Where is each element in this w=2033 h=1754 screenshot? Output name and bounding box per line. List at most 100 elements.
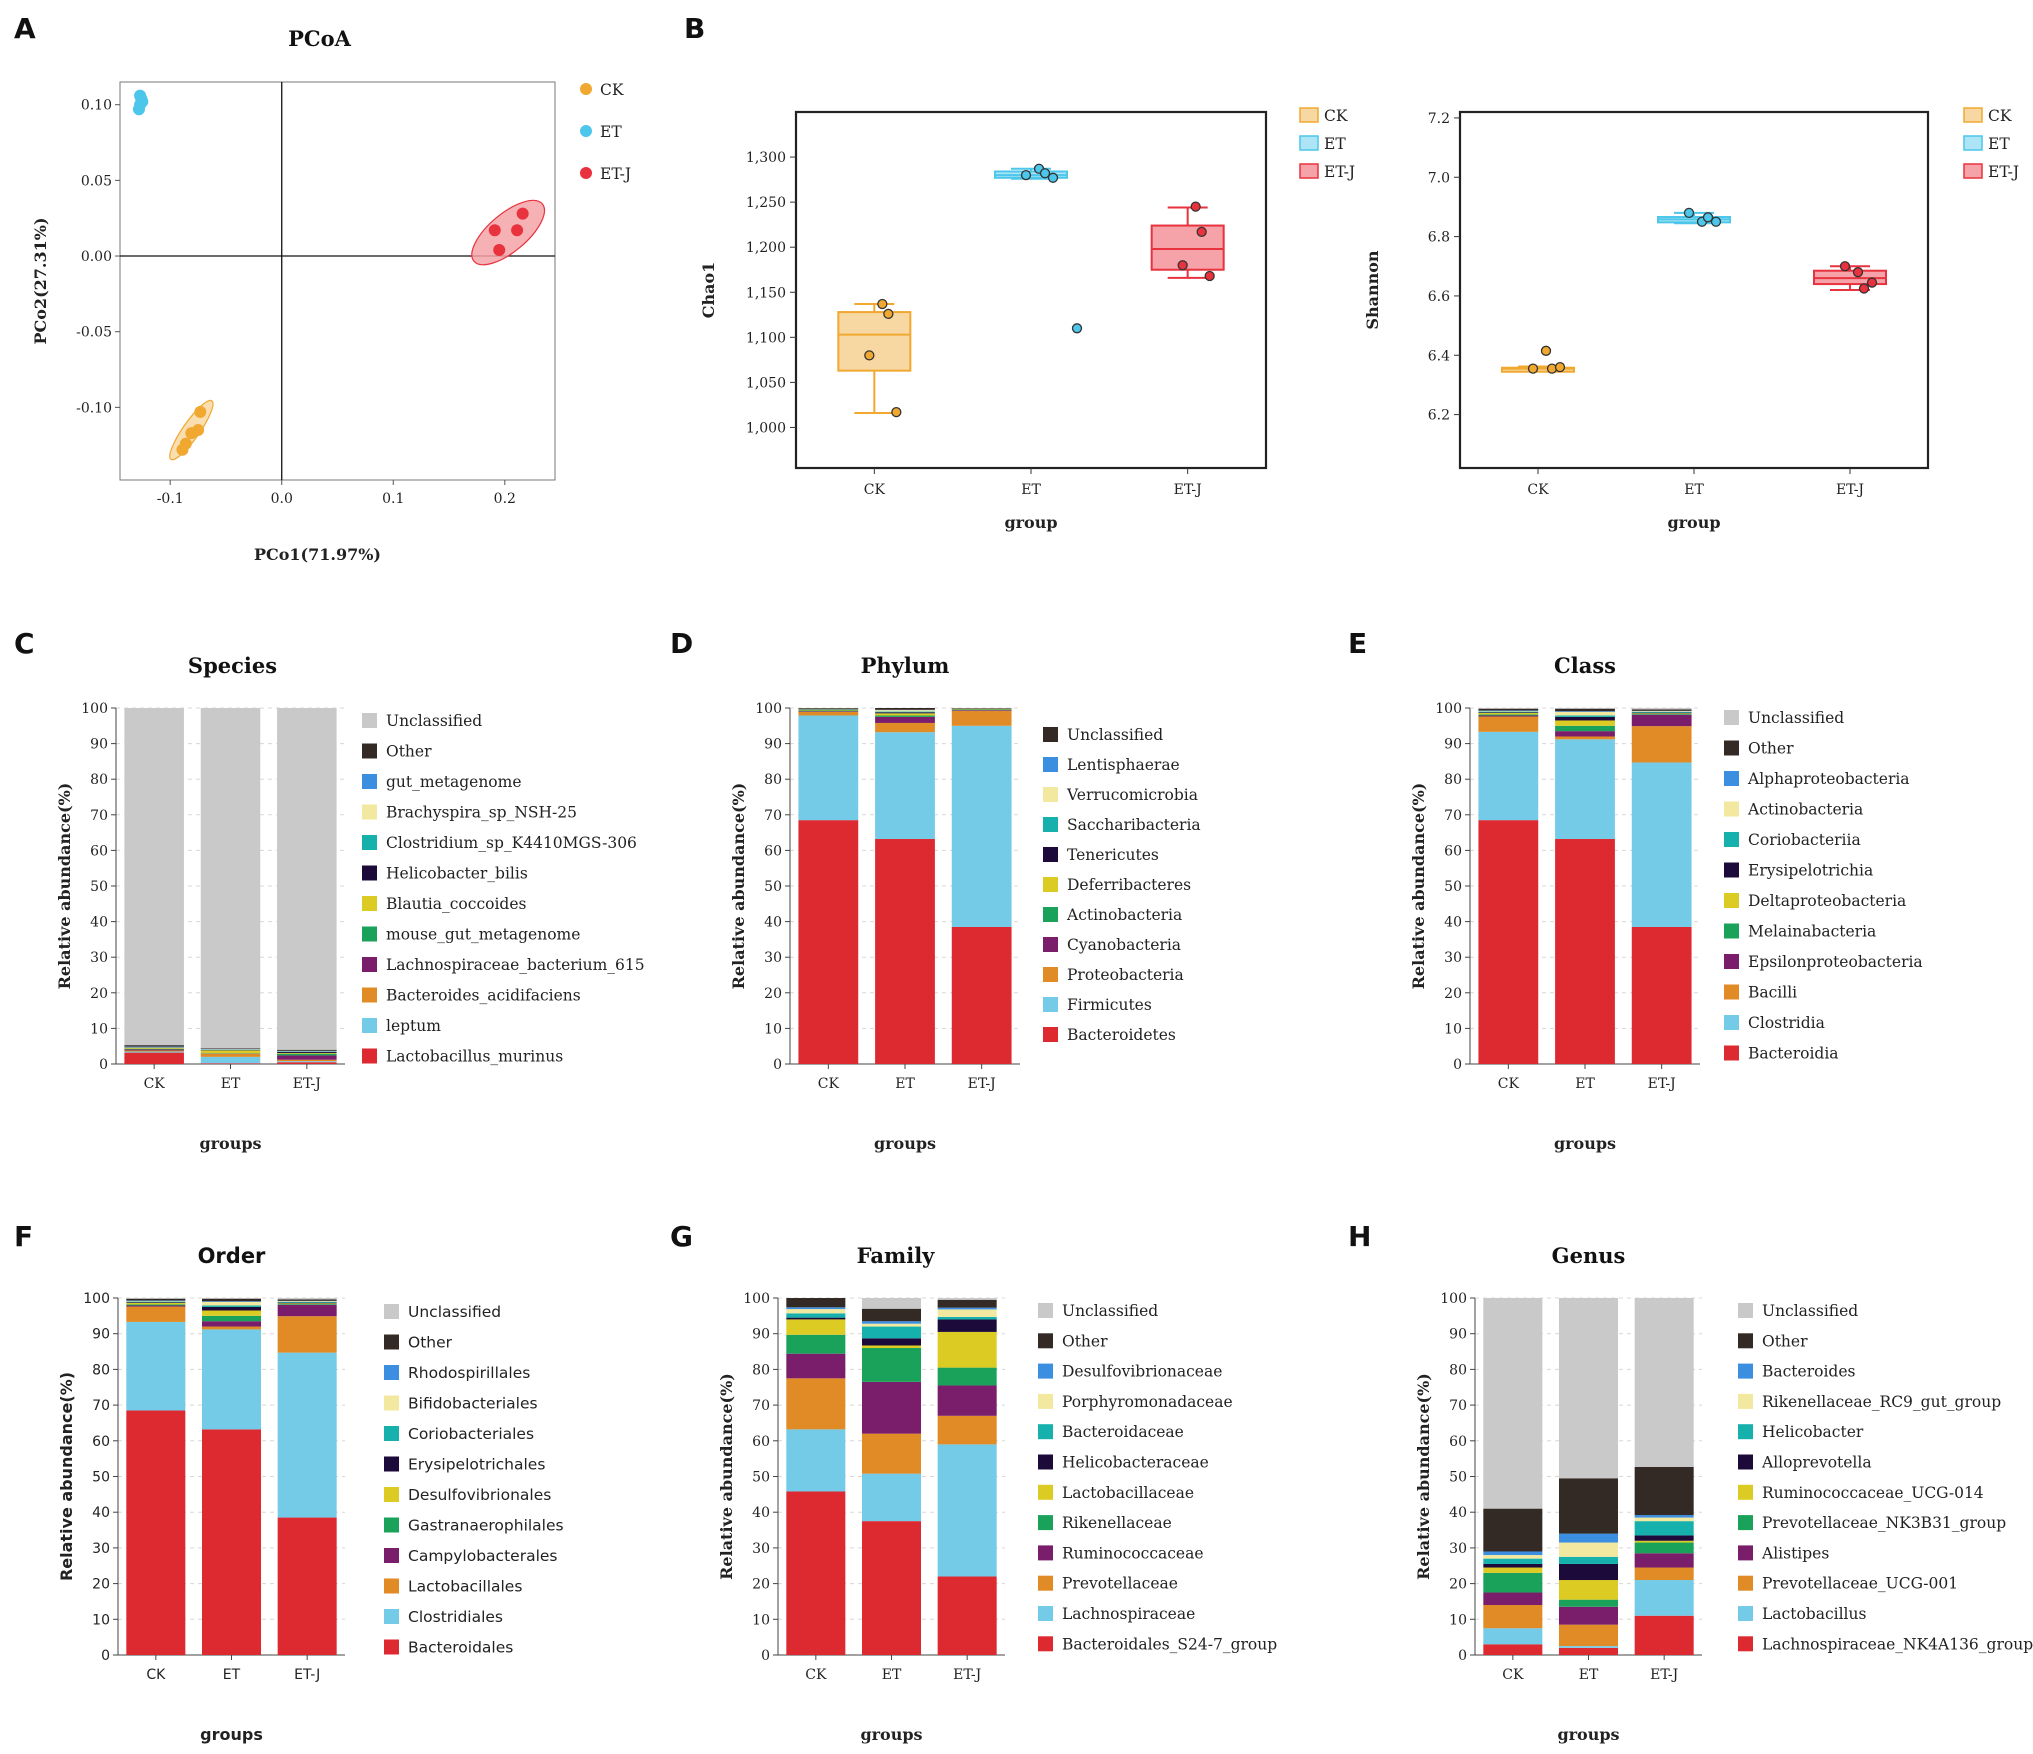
y-tick-label: 90 <box>1444 737 1462 753</box>
y-tick-label: 0 <box>761 1648 770 1664</box>
pcoa-x-tick-label: 0.0 <box>271 491 293 507</box>
x-tick-label: ET <box>895 1076 915 1092</box>
x-axis-label: groups <box>199 1134 261 1153</box>
boxplot-data-point <box>1540 345 1552 356</box>
legend-swatch-tenericutes <box>1043 847 1058 862</box>
bar-segment-erysipelotrichia <box>1631 712 1692 714</box>
bar-segment-firmicutes <box>951 725 1012 927</box>
boxplot-data-point <box>877 298 888 310</box>
bar-segment-cyanobacteria <box>798 711 859 712</box>
legend-swatch-actinobacteria <box>1724 801 1739 817</box>
legend-swatch-unclassified <box>362 713 377 728</box>
legend-label-prevotellaceae: Prevotellaceae <box>1062 1575 1178 1593</box>
y-tick-label: 50 <box>92 1470 110 1486</box>
bar-segment-deltaproteobacteria <box>1478 712 1539 715</box>
boxplot-box-ck <box>837 311 912 372</box>
x-tick-label: ET-J <box>953 1667 981 1683</box>
boxplot-x-tick-label: ET-J <box>1836 482 1864 498</box>
legend-label-melainabacteria: Melainabacteria <box>1748 923 1876 941</box>
y-tick-label: 80 <box>764 772 782 788</box>
boxplot-data-point <box>1852 267 1864 278</box>
boxplot-y-axis-label: Shannon <box>1363 250 1382 329</box>
boxplot-legend-label-et: ET <box>1324 135 1346 153</box>
bar-segment-unclassified <box>201 1298 262 1299</box>
y-tick-label: 10 <box>752 1612 770 1628</box>
legend-label-coriobacteriia: Coriobacteriia <box>1748 831 1861 849</box>
bar-segment-other <box>277 1299 337 1301</box>
bar-segment-desulfovibrionaceae <box>786 1307 846 1310</box>
bar-segment-lachnospiraceae_nk4a136_group <box>1558 1647 1619 1655</box>
bar-segment-erysipelotrichia <box>1555 716 1615 721</box>
y-tick-label: 40 <box>90 915 108 931</box>
boxplot-x-axis-label: group <box>1667 513 1720 532</box>
bar-segment-clostridia <box>1631 762 1692 927</box>
legend-swatch-lachnospiraceae_bacterium_615 <box>362 957 377 972</box>
bar-segment-alistipes <box>1558 1606 1619 1625</box>
bar-segment-deferribacteres <box>875 713 935 716</box>
panel-label-h-text: H <box>1348 1220 1371 1253</box>
y-tick-label: 100 <box>81 701 108 717</box>
legend-swatch-desulfovibrionales <box>384 1487 399 1502</box>
bar-segment-lachnospiraceae_bacterium_615 <box>124 1049 184 1051</box>
bar-segment-lactobacillus_murinus <box>200 1063 261 1064</box>
legend-label-desulfovibrionales: Desulfovibrionales <box>408 1486 551 1504</box>
bar-segment-epsilonproteobacteria <box>1478 715 1539 717</box>
legend-label-alphaproteobacteria: Alphaproteobacteria <box>1747 770 1910 788</box>
bar-segment-unclassified <box>1478 708 1539 709</box>
legend-swatch-leptum <box>362 1018 377 1033</box>
x-tick-label: CK <box>1498 1076 1520 1092</box>
bar-segment-porphyromonadaceae <box>861 1323 922 1327</box>
legend-label-lachnospiraceae: Lachnospiraceae <box>1062 1605 1195 1623</box>
bar-segment-alloprevotella <box>1483 1563 1543 1568</box>
y-axis-label: Relative abundance(%) <box>717 1373 736 1580</box>
boxplot-y-tick-label: 1,200 <box>746 240 786 256</box>
y-tick-label: 70 <box>1449 1398 1467 1414</box>
panel-label-C: C <box>14 627 35 660</box>
pcoa-legend-marker-et-j <box>580 167 592 179</box>
bar-segment-saccharibacteria <box>875 711 935 713</box>
y-tick-label: 70 <box>752 1398 770 1414</box>
legend-swatch-saccharibacteria <box>1043 817 1058 832</box>
bar-segment-firmicutes <box>875 732 935 840</box>
y-tick-label: 100 <box>1440 1291 1467 1307</box>
legend-label-alistipes: Alistipes <box>1761 1544 1829 1562</box>
legend-label-saccharibacteria: Saccharibacteria <box>1067 816 1201 834</box>
bar-segment-gastranaerophilales <box>201 1315 262 1322</box>
legend-swatch-lactobacillus_murinus <box>362 1048 377 1064</box>
legend-label-bacteroidales_s24-7_group: Bacteroidales_S24-7_group <box>1062 1635 1277 1653</box>
bar-segment-bacteroides <box>1634 1515 1694 1518</box>
boxplot-legend-marker-ck <box>1299 107 1319 123</box>
x-tick-label: ET <box>223 1667 241 1683</box>
legend-label-other: Other <box>386 743 432 761</box>
bar-segment-other <box>200 1048 261 1050</box>
stacked-bar-phylum: 0 10 20 30 40 50 60 70 80 90 100 CK ET ET-J Phylum grou… <box>729 653 1201 1153</box>
bar-segment-alistipes <box>1634 1553 1694 1568</box>
bar-segment-prevotellaceae_nk3b31_group <box>1483 1572 1543 1593</box>
bar-segment-unclassified <box>200 708 261 1049</box>
boxplot-y-tick-label: 7.0 <box>1428 170 1450 186</box>
legend-label-erysipelotrichia: Erysipelotrichia <box>1748 862 1873 880</box>
y-tick-label: 90 <box>764 737 782 753</box>
pcoa-x-tick-label: 0.2 <box>494 491 516 507</box>
bar-segment-prevotellaceae_nk3b31_group <box>1558 1599 1619 1607</box>
legend-swatch-blautia_coccoides <box>362 896 377 911</box>
panel-label-d-text: D <box>670 627 693 660</box>
chart-title: Family <box>857 1243 936 1268</box>
bar-segment-desulfovibrionales <box>201 1310 262 1316</box>
legend-swatch-proteobacteria <box>1043 967 1058 982</box>
boxplot-y-tick-label: 1,000 <box>746 420 786 436</box>
y-tick-label: 60 <box>90 843 108 859</box>
legend-label-bacteroides: Bacteroides <box>1762 1363 1856 1381</box>
y-tick-label: 50 <box>1449 1470 1467 1486</box>
pcoa-point-ck <box>185 427 198 440</box>
bar-segment-desulfovibrionales <box>126 1302 186 1305</box>
bar-segment-tenericutes <box>875 712 935 714</box>
bar-segment-erysipelotrichales <box>277 1302 337 1304</box>
legend-swatch-desulfovibrionaceae <box>1038 1363 1053 1379</box>
legend-label-rikenellaceae: Rikenellaceae <box>1062 1514 1172 1532</box>
bar-segment-rikenellaceae <box>937 1367 997 1386</box>
boxplot-data-point <box>1839 261 1851 272</box>
y-tick-label: 40 <box>752 1505 770 1521</box>
y-tick-label: 30 <box>752 1541 770 1557</box>
boxplot-y-tick-label: 1,100 <box>746 330 786 346</box>
